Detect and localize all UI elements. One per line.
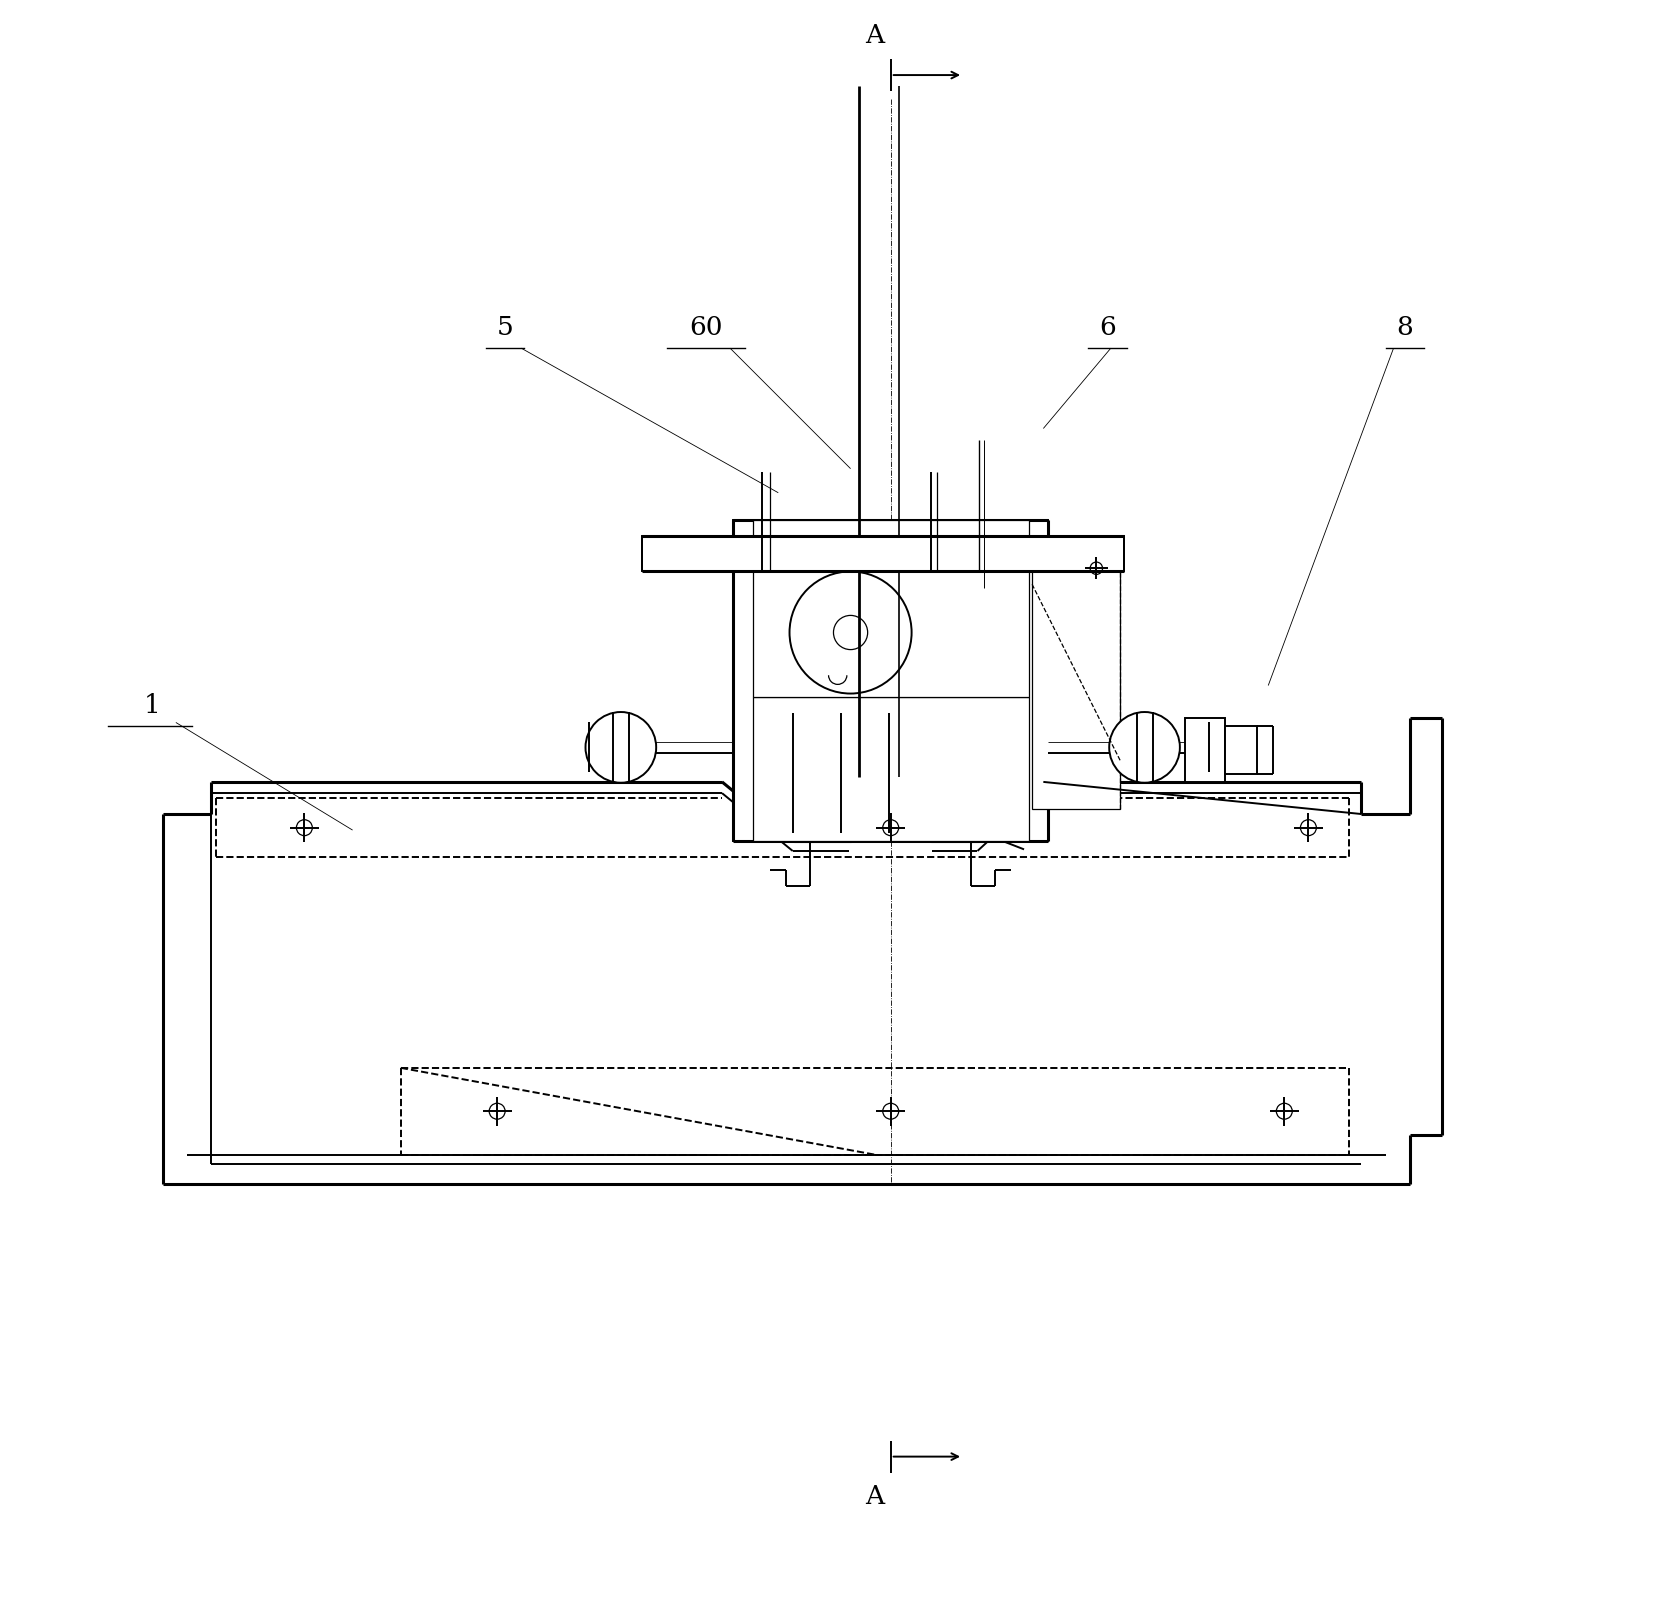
Text: 5: 5 (497, 314, 514, 340)
Text: 60: 60 (689, 314, 723, 340)
Circle shape (789, 572, 911, 693)
Circle shape (1110, 713, 1180, 783)
Bar (1031, 553, 1120, 809)
Text: 8: 8 (1397, 314, 1414, 340)
Text: 6: 6 (1100, 314, 1117, 340)
Text: A: A (865, 23, 885, 48)
Text: 1: 1 (144, 693, 160, 717)
Bar (1225, 725, 1257, 774)
Bar (1185, 717, 1225, 782)
Bar (733, 521, 1048, 841)
Text: A: A (865, 1485, 885, 1509)
Circle shape (833, 616, 868, 650)
Bar (641, 537, 1123, 572)
Bar (753, 521, 1028, 696)
Circle shape (586, 713, 656, 783)
Bar (753, 696, 1028, 841)
